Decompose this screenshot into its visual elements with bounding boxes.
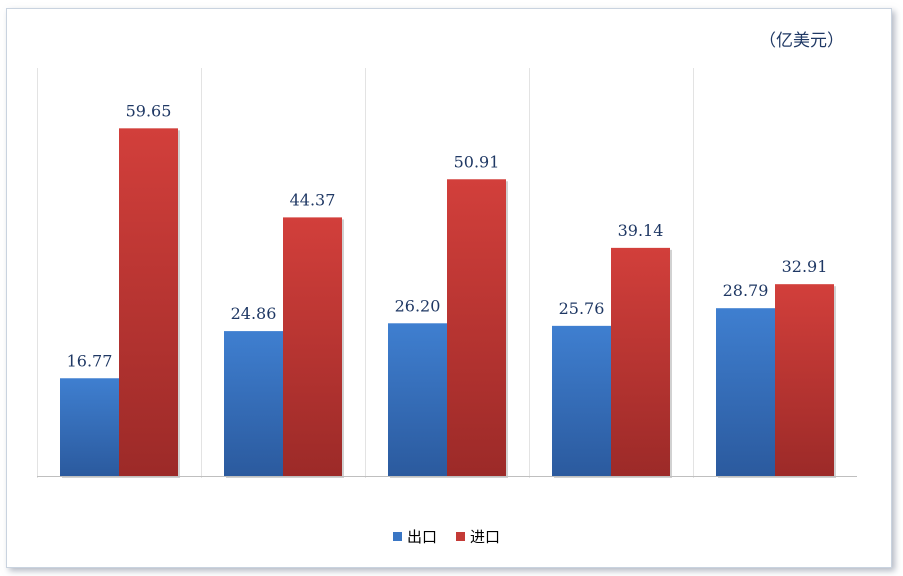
bar-import [611, 247, 670, 476]
data-label-import: 32.91 [782, 257, 828, 276]
unit-label: （亿美元） [759, 31, 844, 51]
legend-item-import: 进口 [456, 526, 500, 547]
bar-export [60, 378, 119, 476]
bar-chart-plot: 16.77 59.65 24.86 44.37 26.20 50.91 25.76 39.14… [37, 68, 857, 478]
legend-label-import: 进口 [470, 528, 501, 546]
bar-export [716, 308, 775, 476]
data-label-import: 50.91 [454, 152, 500, 171]
bars [60, 128, 836, 478]
bar-import [447, 179, 506, 476]
data-label-export: 16.77 [67, 351, 113, 370]
data-label-export: 26.20 [395, 296, 441, 315]
legend-item-export: 出口 [393, 526, 437, 547]
bar-import [119, 128, 178, 476]
data-label-export: 24.86 [231, 304, 277, 323]
data-label-import: 59.65 [126, 101, 172, 120]
data-label-import: 44.37 [290, 190, 336, 209]
bar-export [552, 325, 611, 476]
gridlines [37, 68, 694, 478]
legend-swatch-import [456, 532, 465, 541]
data-label-import: 39.14 [618, 221, 664, 240]
data-labels: 16.77 59.65 24.86 44.37 26.20 50.91 25.76 39.14… [67, 101, 828, 370]
bar-import [283, 217, 342, 476]
data-label-export: 25.76 [559, 299, 605, 318]
bar-export [224, 331, 283, 476]
legend-label-export: 出口 [407, 528, 438, 546]
data-label-export: 28.79 [723, 281, 769, 300]
bar-export [388, 323, 447, 476]
bar-import [775, 284, 834, 476]
legend-swatch-export [393, 532, 402, 541]
